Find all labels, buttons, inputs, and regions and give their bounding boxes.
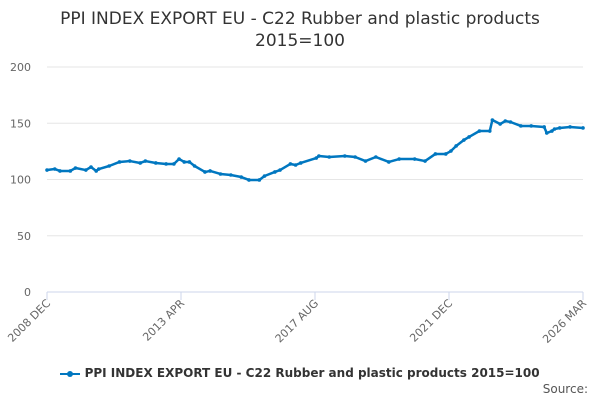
data-point[interactable] (433, 152, 438, 156)
data-point[interactable] (58, 169, 62, 173)
data-point[interactable] (84, 168, 88, 172)
data-point[interactable] (529, 124, 534, 128)
data-point[interactable] (557, 126, 562, 130)
data-point[interactable] (257, 178, 262, 182)
x-tick-label: 2013 APR (140, 297, 187, 344)
x-tick-label: 2017 AUG (273, 297, 322, 346)
data-point[interactable] (52, 167, 57, 171)
data-point[interactable] (278, 168, 282, 172)
data-point[interactable] (314, 156, 319, 160)
x-tick-label: 2021 DEC (407, 297, 455, 345)
legend-item[interactable]: PPI INDEX EXPORT EU - C22 Rubber and pla… (0, 366, 600, 380)
data-point[interactable] (581, 126, 585, 130)
data-point[interactable] (192, 164, 197, 168)
data-point[interactable] (172, 162, 176, 166)
data-point[interactable] (503, 119, 508, 123)
chart-title-line-2: 2015=100 (255, 31, 345, 51)
data-point[interactable] (247, 178, 251, 182)
data-point[interactable] (68, 169, 73, 173)
y-tick-label: 0 (24, 286, 31, 299)
data-point[interactable] (182, 160, 187, 164)
data-point[interactable] (342, 154, 347, 158)
data-point[interactable] (363, 159, 368, 163)
y-tick-label: 200 (10, 61, 31, 74)
chart-title-line-1: PPI INDEX EXPORT EU - C22 Rubber and pla… (60, 9, 540, 29)
data-point[interactable] (449, 149, 453, 153)
data-point[interactable] (187, 160, 192, 164)
data-point[interactable] (45, 168, 49, 172)
data-point[interactable] (542, 125, 546, 129)
data-point[interactable] (412, 157, 417, 161)
x-tick-label: 2026 MAR (540, 297, 589, 346)
data-point[interactable] (128, 159, 132, 163)
data-point[interactable] (73, 166, 78, 170)
data-point[interactable] (568, 125, 572, 129)
data-point[interactable] (508, 120, 513, 124)
data-point[interactable] (288, 162, 293, 166)
data-point[interactable] (386, 160, 391, 164)
data-point[interactable] (143, 159, 148, 163)
data-point[interactable] (203, 170, 207, 174)
data-point[interactable] (298, 161, 303, 165)
data-point[interactable] (96, 167, 101, 171)
data-point[interactable] (317, 154, 321, 158)
data-point[interactable] (107, 164, 111, 168)
data-point[interactable] (117, 160, 122, 164)
data-point[interactable] (262, 174, 267, 178)
data-point[interactable] (177, 157, 181, 161)
data-point[interactable] (443, 152, 448, 156)
data-point[interactable] (487, 129, 492, 133)
data-point[interactable] (498, 122, 502, 126)
data-point[interactable] (153, 161, 158, 165)
data-point[interactable] (423, 159, 427, 163)
data-point[interactable] (477, 129, 482, 133)
y-tick-label: 50 (17, 230, 31, 243)
y-tick-label: 100 (10, 174, 31, 187)
x-tick-label: 2008 DEC (5, 297, 53, 345)
data-point[interactable] (327, 155, 332, 159)
data-point[interactable] (552, 127, 557, 131)
data-point[interactable] (239, 175, 244, 179)
data-point[interactable] (374, 155, 378, 159)
data-point[interactable] (229, 173, 233, 177)
data-point[interactable] (293, 163, 298, 167)
data-point[interactable] (94, 169, 98, 173)
data-point[interactable] (454, 144, 458, 148)
data-point[interactable] (467, 135, 471, 139)
legend-marker-icon (60, 370, 81, 377)
data-point[interactable] (490, 118, 495, 122)
chart-title: PPI INDEX EXPORT EU - C22 Rubber and pla… (0, 8, 600, 52)
data-point[interactable] (208, 169, 212, 173)
data-point[interactable] (462, 138, 466, 142)
source-label: Source: (542, 382, 588, 396)
series-line (46, 118, 584, 182)
y-tick-label: 150 (10, 117, 31, 130)
data-point[interactable] (353, 155, 357, 159)
data-point[interactable] (544, 131, 549, 135)
data-point[interactable] (89, 165, 93, 169)
data-point[interactable] (273, 170, 277, 174)
data-point[interactable] (397, 157, 401, 161)
data-point[interactable] (550, 129, 554, 133)
data-point[interactable] (218, 172, 223, 176)
legend-label: PPI INDEX EXPORT EU - C22 Rubber and pla… (84, 366, 540, 380)
data-point[interactable] (164, 162, 168, 166)
data-point[interactable] (138, 161, 143, 165)
data-point[interactable] (519, 124, 523, 128)
